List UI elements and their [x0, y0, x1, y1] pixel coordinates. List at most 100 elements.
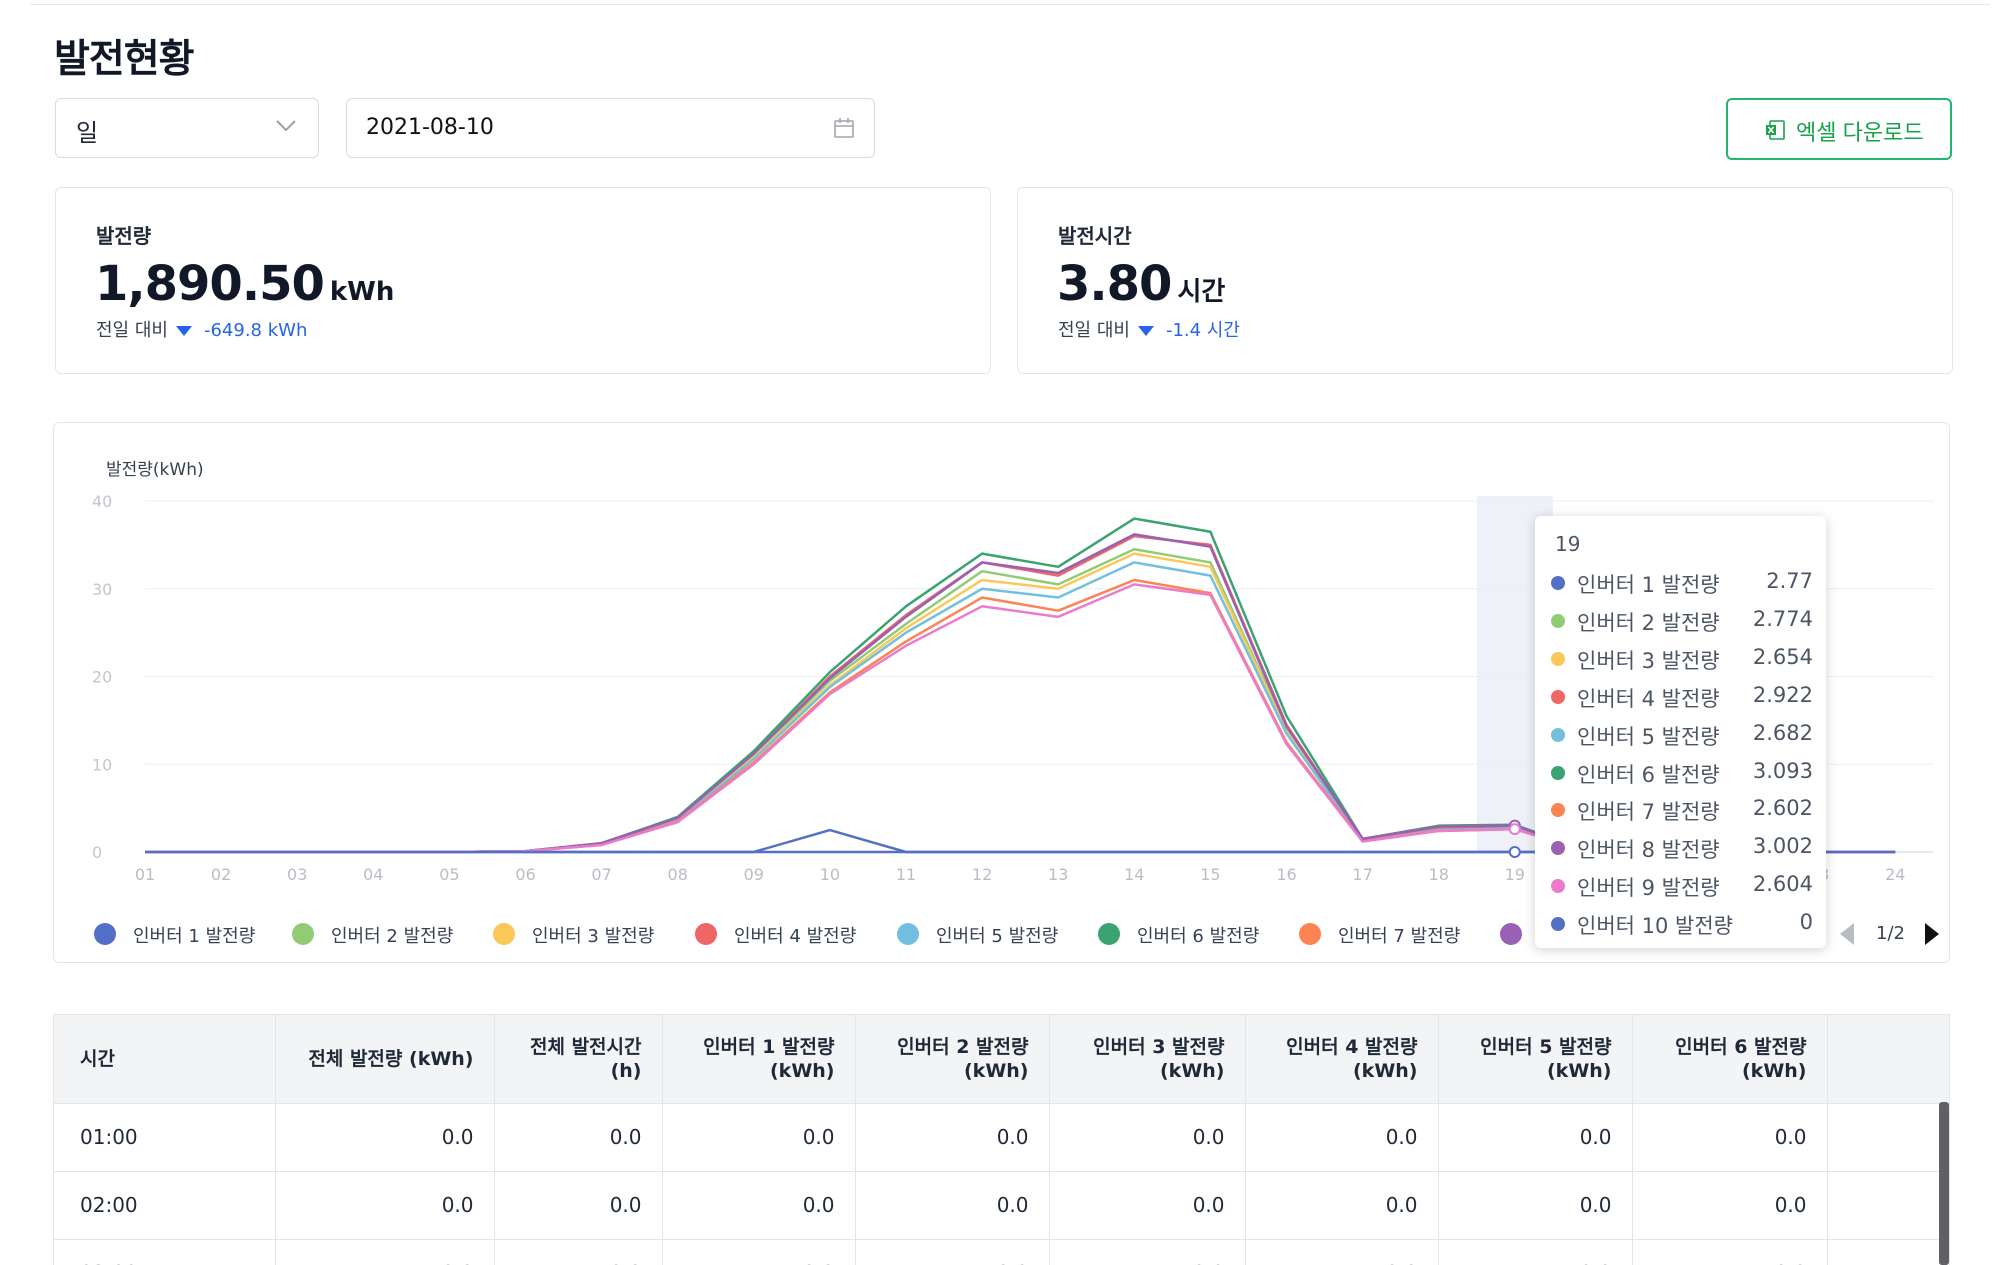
legend-dot-icon — [695, 923, 717, 945]
date-input[interactable]: 2021-08-10 — [346, 98, 875, 158]
x-tick-label: 09 — [744, 865, 764, 884]
series-dot-icon — [1551, 803, 1565, 818]
column-header: 인버터 1 발전량 (kWh) — [662, 1015, 856, 1104]
x-tick-label: 02 — [211, 865, 231, 884]
y-tick-label: 20 — [92, 668, 112, 687]
hover-point — [1508, 823, 1521, 836]
tooltip-series-name: 인버터 2 발전량 — [1577, 610, 1720, 635]
tooltip-row: 인버터 8 발전량 3.002 — [1551, 832, 1813, 864]
hours-unit: 시간 — [1177, 277, 1226, 307]
table-cell: 03:00 — [54, 1239, 276, 1265]
x-tick-label: 08 — [668, 865, 688, 884]
column-header-text: (kWh) — [770, 1059, 835, 1082]
tooltip-series-value: 0 — [1799, 910, 1813, 935]
hours-card: 발전시간 3.80 시간 전일 대비 -1.4 시간 — [1017, 187, 1953, 374]
generation-table-container[interactable]: 시간 전체 발전량 (kWh) 전체 발전시간 (h) 인버터 1 발전량 (kWh) 인버… — [53, 1014, 1950, 1265]
table-cell: 0.0 — [1438, 1171, 1633, 1240]
table-cell: 0.0 — [1049, 1239, 1246, 1265]
x-tick-label: 07 — [591, 865, 611, 884]
table-cell: 0.0 — [1245, 1239, 1439, 1265]
chart-legend: 인버터 1 발전량 인버터 2 발전량 인버터 3 발전량 인버터 4 발전량 인버터 … — [94, 913, 1574, 953]
column-header-text: 인버터 2 발전량 — [897, 1035, 1029, 1058]
legend-dot-icon — [292, 923, 314, 945]
legend-next-icon[interactable] — [1925, 923, 1939, 945]
y-tick-label: 10 — [92, 755, 112, 774]
tooltip-row: 인버터 7 발전량 2.602 — [1551, 794, 1813, 826]
tooltip-series-value: 2.654 — [1752, 644, 1813, 669]
column-header-text: 인버터 1 발전량 — [703, 1035, 835, 1058]
tooltip-row: 인버터 9 발전량 2.604 — [1551, 870, 1813, 902]
table-cell: 0.0 — [1438, 1103, 1633, 1172]
x-tick-label: 13 — [1048, 865, 1068, 884]
period-select-value: 일 — [76, 119, 99, 147]
column-header-text: 인버터 4 발전량 — [1286, 1035, 1418, 1058]
excel-download-button[interactable]: 엑셀 다운로드 — [1726, 98, 1952, 160]
column-header-text: (kWh) — [964, 1059, 1029, 1082]
column-header: 인버터 4 발전량 (kWh) — [1245, 1015, 1439, 1104]
tooltip-series-value: 3.093 — [1752, 758, 1813, 783]
table-cell: 0.0 — [275, 1239, 495, 1265]
table-cell: 02:00 — [54, 1171, 276, 1240]
generation-unit: kWh — [329, 277, 395, 307]
column-header: 인버터 2 발전량 (kWh) — [855, 1015, 1050, 1104]
column-header-text: (kWh) — [1353, 1059, 1418, 1082]
table-scrollbar[interactable] — [1939, 1102, 1949, 1265]
caret-down-icon — [175, 325, 192, 336]
x-tick-label: 16 — [1276, 865, 1296, 884]
tooltip-row: 인버터 4 발전량 2.922 — [1551, 681, 1813, 713]
y-tick-label: 0 — [92, 843, 102, 862]
legend-label: 인버터 6 발전량 — [1137, 926, 1260, 947]
table-cell: 0.0 — [662, 1103, 856, 1172]
period-select[interactable]: 일 — [55, 98, 319, 158]
tooltip-series-value: 2.77 — [1766, 569, 1813, 593]
generation-card: 발전량 1,890.50 kWh 전일 대비 -649.8 kWh — [55, 187, 991, 374]
table-cell: 0.0 — [855, 1239, 1050, 1265]
x-tick-label: 04 — [363, 865, 383, 884]
legend-pager: 1/2 — [1840, 913, 1940, 953]
tooltip-series-value: 2.774 — [1752, 606, 1813, 631]
table-cell: 0.0 — [855, 1171, 1050, 1240]
tooltip-series-value: 2.604 — [1752, 872, 1813, 897]
generation-value-row: 1,890.50 kWh — [95, 256, 394, 312]
column-header: 인버터 5 발전량 (kWh) — [1438, 1015, 1633, 1104]
calendar-icon[interactable] — [832, 116, 856, 140]
legend-label: 인버터 5 발전량 — [936, 926, 1059, 947]
table-cell: 01:00 — [54, 1103, 276, 1172]
table-cell: 0.0 — [855, 1103, 1050, 1172]
column-header: 시간 — [54, 1015, 276, 1104]
tooltip-series-value: 2.922 — [1752, 682, 1813, 707]
table-cell: 0.0 — [1245, 1171, 1439, 1240]
date-input-value: 2021-08-10 — [366, 115, 494, 140]
hover-point — [1508, 846, 1521, 858]
legend-page-number: 1/2 — [1876, 923, 1905, 944]
series-dot-icon — [1551, 727, 1565, 742]
legend-dot-icon — [94, 923, 116, 945]
tooltip-row: 인버터 5 발전량 2.682 — [1551, 719, 1813, 751]
x-tick-label: 01 — [135, 865, 155, 884]
tooltip-series-name: 인버터 6 발전량 — [1577, 762, 1720, 787]
table-cell: 0.0 — [1827, 1239, 1949, 1265]
generation-chart-panel: 발전량(kWh) 0 10 20 30 40 01 02 03 04 05 06 07 08 09 10 11… — [53, 422, 1950, 963]
legend-prev-icon[interactable] — [1840, 923, 1854, 945]
tooltip-series-value: 3.002 — [1752, 834, 1813, 859]
hours-compare: 전일 대비 -1.4 시간 — [1058, 316, 1240, 342]
table-cell: 0.0 — [1632, 1239, 1828, 1265]
table-row: 03:000.00.00.00.00.00.00.00.00.0 — [54, 1239, 1949, 1265]
hours-delta: -1.4 시간 — [1165, 320, 1240, 341]
series-dot-icon — [1551, 651, 1565, 666]
legend-dot-icon — [493, 923, 515, 945]
excel-icon — [1766, 120, 1785, 140]
column-header-text: 전체 발전량 (kWh) — [308, 1047, 474, 1070]
generation-table: 시간 전체 발전량 (kWh) 전체 발전시간 (h) 인버터 1 발전량 (kWh) 인버… — [54, 1015, 1949, 1265]
table-cell: 0.0 — [1049, 1171, 1246, 1240]
column-header-text: 전체 발전시간 — [530, 1035, 642, 1058]
excel-download-label: 엑셀 다운로드 — [1796, 120, 1924, 145]
legend-label: 인버터 7 발전량 — [1338, 926, 1461, 947]
generation-compare-label: 전일 대비 — [96, 320, 168, 341]
legend-label: 인버터 1 발전량 — [133, 926, 256, 947]
legend-dot-icon — [1500, 923, 1522, 945]
column-header-text: 인버터 5 발전량 — [1480, 1035, 1612, 1058]
x-tick-label: 18 — [1429, 865, 1449, 884]
tooltip-series-name: 인버터 10 발전량 — [1577, 914, 1733, 939]
x-tick-label: 06 — [515, 865, 535, 884]
